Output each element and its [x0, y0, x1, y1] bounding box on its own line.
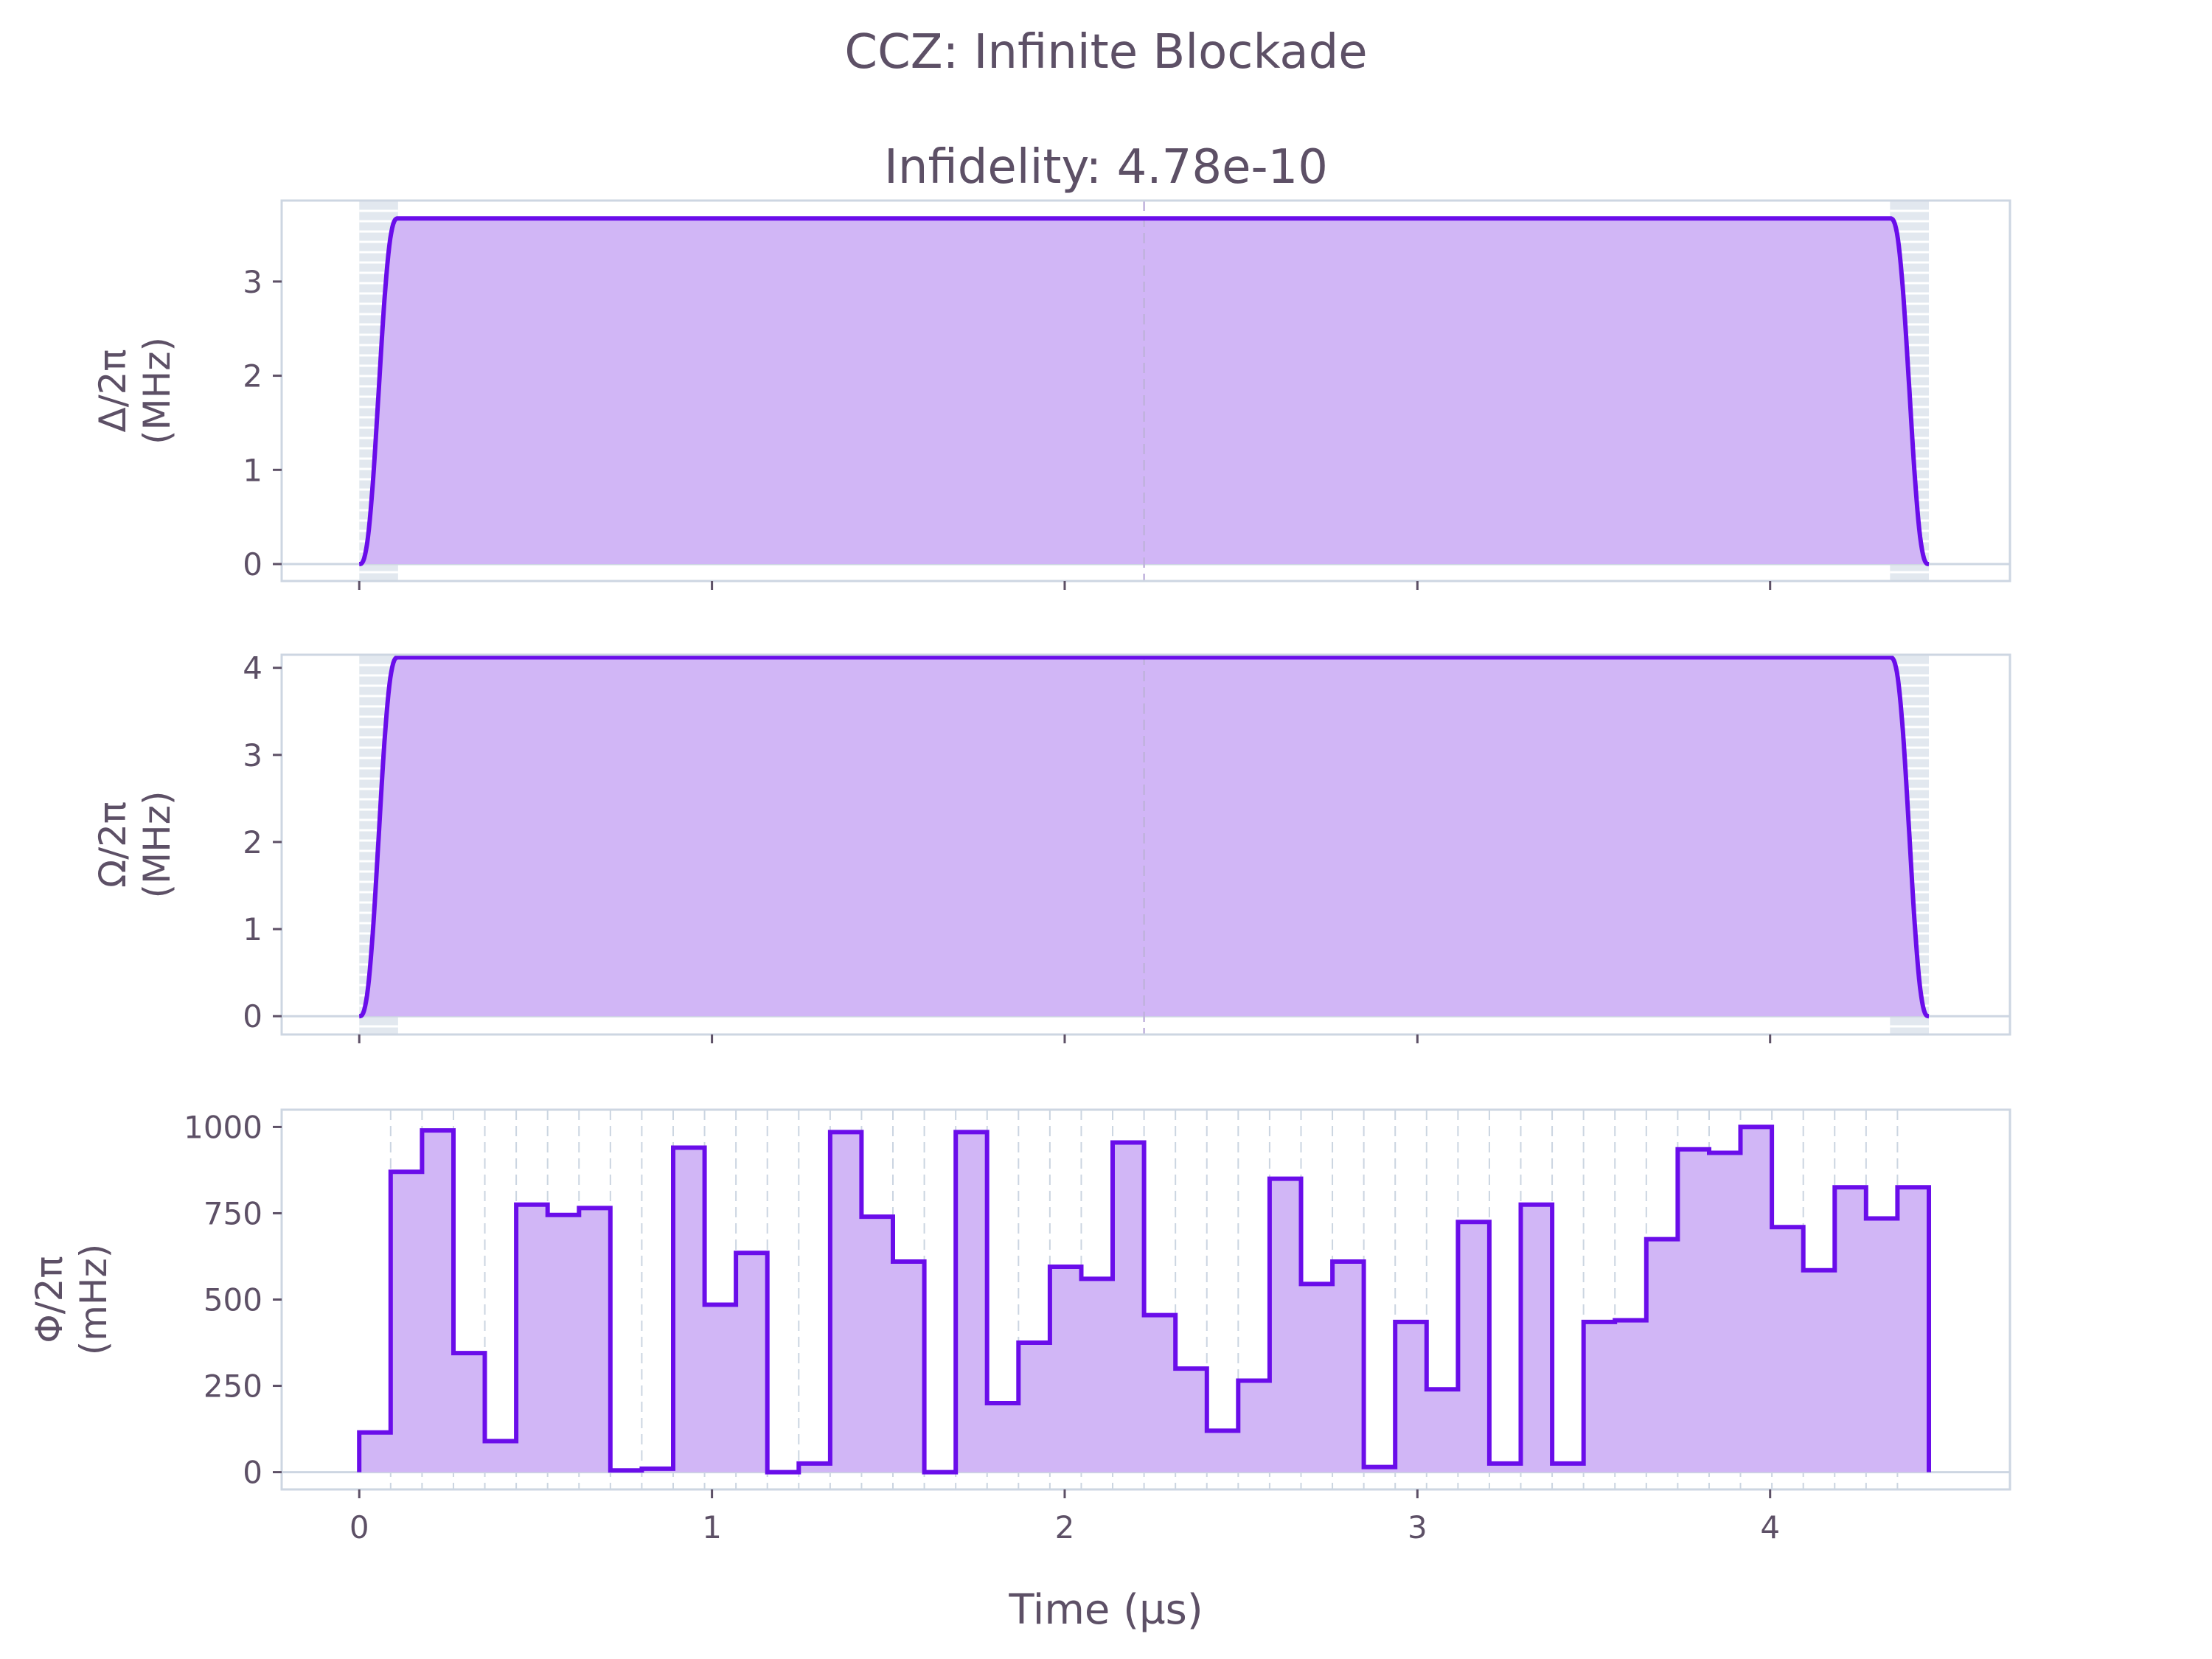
y-axis-label: Ω/2π(MHz) — [91, 791, 178, 899]
y-tick-label: 750 — [204, 1195, 262, 1231]
y-tick-label: 1 — [243, 911, 262, 947]
plot-frame — [280, 653, 2011, 1036]
y-tick-label: 1 — [243, 452, 262, 488]
y-axis-label-line: (MHz) — [136, 791, 178, 899]
chart-title: CCZ: Infinite Blockade — [844, 25, 1367, 80]
x-tick-label: 3 — [1408, 1509, 1427, 1545]
y-axis-label-line: (MHz) — [136, 337, 178, 445]
detuning-area — [359, 218, 1930, 564]
phase-area — [359, 1127, 1930, 1472]
phase-panel: 0 250 500 750 1000 0 1 2 3 4 Φ/2π(mHz) — [28, 1108, 2011, 1545]
y-axis-label-line: Δ/2π — [91, 349, 134, 433]
x-tick-label: 0 — [349, 1509, 369, 1545]
x-axis-label: Time (µs) — [1008, 1586, 1203, 1634]
x-tick-label: 2 — [1055, 1509, 1075, 1545]
y-tick-label: 2 — [243, 358, 262, 394]
y-axis-label-line: (mHz) — [72, 1244, 115, 1356]
y-axis-label: Φ/2π(mHz) — [28, 1244, 115, 1356]
y-tick-label: 3 — [243, 264, 262, 300]
y-tick-label: 3 — [243, 737, 262, 773]
y-tick-label: 2 — [243, 824, 262, 860]
y-tick-label: 1000 — [184, 1109, 262, 1145]
y-tick-label: 500 — [204, 1282, 262, 1318]
y-tick-label: 0 — [243, 546, 262, 582]
y-axis-label-line: Φ/2π — [28, 1256, 71, 1343]
y-axis-label-line: Ω/2π — [91, 801, 134, 888]
x-tick-label: 4 — [1760, 1509, 1780, 1545]
phase-trace — [357, 1124, 1931, 1475]
y-tick-label: 0 — [243, 998, 262, 1034]
y-tick-label: 0 — [243, 1455, 262, 1491]
rabi-panel: 0 1 2 3 4 Ω/2π(MHz) — [91, 650, 2011, 1043]
detuning-trace — [358, 216, 1930, 566]
plot-frame — [280, 199, 2011, 582]
detuning-panel: 0 1 2 3 Δ/2π(MHz) — [91, 199, 2011, 590]
y-axis-label: Δ/2π(MHz) — [91, 337, 178, 445]
y-tick-label: 250 — [204, 1368, 262, 1405]
chart-subtitle: Infidelity: 4.78e-10 — [884, 140, 1328, 195]
rabi-trace — [358, 655, 1930, 1019]
x-tick-label: 1 — [702, 1509, 722, 1545]
y-tick-label: 4 — [243, 650, 262, 686]
